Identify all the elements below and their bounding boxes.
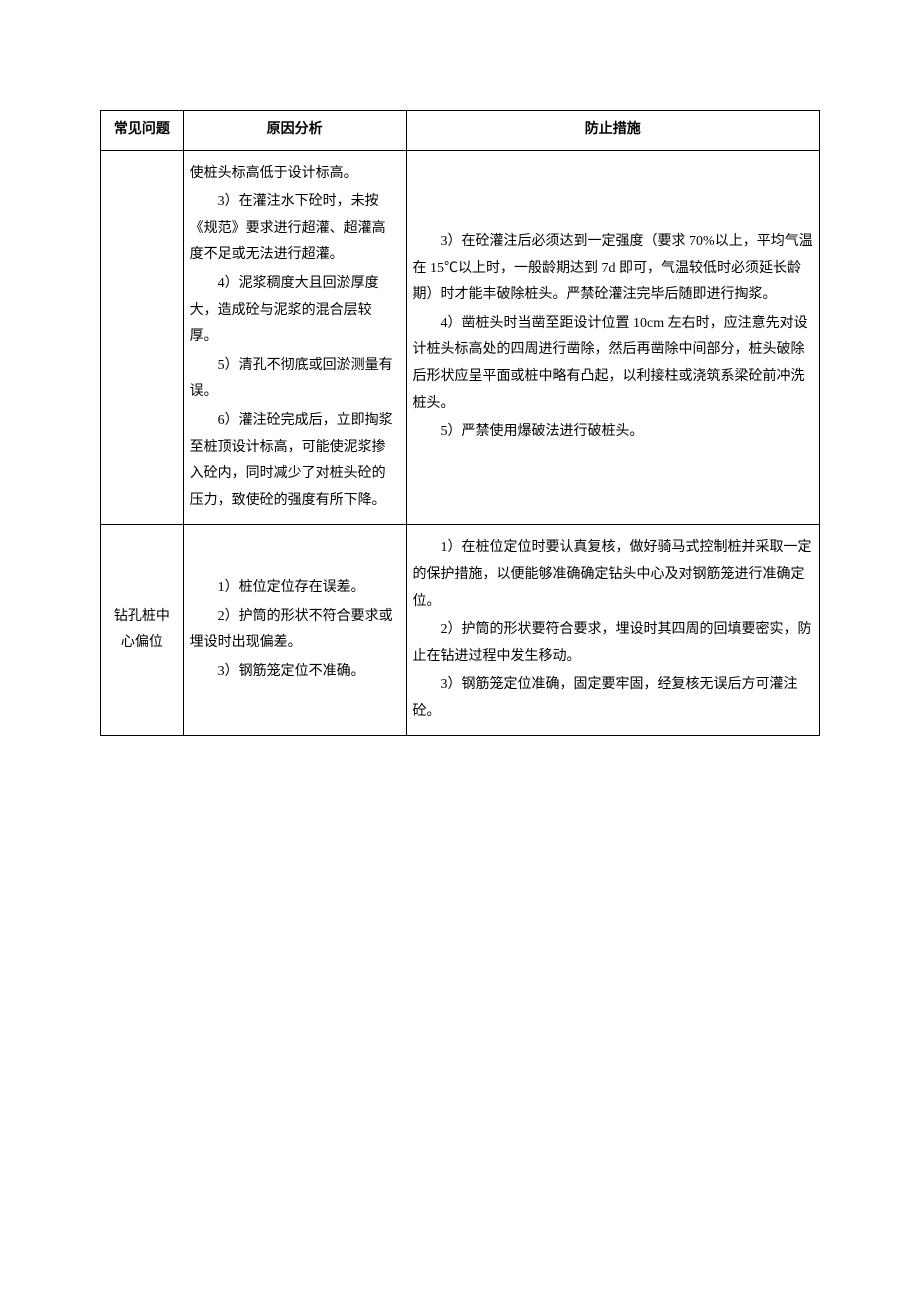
prevent-paragraph: 4）凿桩头时当凿至距设计位置 10cm 左右时，应注意先对设计桩头标高处的四周进…	[413, 311, 813, 417]
header-topic: 常见问题	[101, 111, 184, 151]
cause-paragraph: 4）泥浆稠度大且回淤厚度大，造成砼与泥浆的混合层较厚。	[190, 271, 400, 351]
header-cause: 原因分析	[183, 111, 406, 151]
cell-cause: 使桩头标高低于设计标高。3）在灌注水下砼时，未按《规范》要求进行超灌、超灌高度不…	[183, 150, 406, 525]
table-row: 使桩头标高低于设计标高。3）在灌注水下砼时，未按《规范》要求进行超灌、超灌高度不…	[101, 150, 820, 525]
prevent-paragraph: 2）护筒的形状要符合要求，埋设时其四周的回填要密实，防止在钻进过程中发生移动。	[413, 617, 813, 670]
prevent-paragraph: 5）严禁使用爆破法进行破桩头。	[413, 419, 813, 446]
cell-topic: 钻孔桩中心偏位	[101, 525, 184, 736]
cause-paragraph: 3）钢筋笼定位不准确。	[190, 659, 400, 686]
prevent-paragraph: 3）钢筋笼定位准确，固定要牢固，经复核无误后方可灌注砼。	[413, 672, 813, 725]
prevent-paragraph: 3）在砼灌注后必须达到一定强度（要求 70%以上，平均气温在 15℃以上时，一般…	[413, 229, 813, 309]
table-row: 钻孔桩中心偏位1）桩位定位存在误差。2）护筒的形状不符合要求或埋设时出现偏差。3…	[101, 525, 820, 736]
cause-paragraph: 5）清孔不彻底或回淤测量有误。	[190, 353, 400, 406]
cause-paragraph: 3）在灌注水下砼时，未按《规范》要求进行超灌、超灌高度不足或无法进行超灌。	[190, 189, 400, 269]
cause-paragraph: 6）灌注砼完成后，立即掏浆至桩顶设计标高，可能使泥浆掺入砼内，同时减少了对桩头砼…	[190, 408, 400, 514]
header-prevent: 防止措施	[406, 111, 819, 151]
table-header-row: 常见问题 原因分析 防止措施	[101, 111, 820, 151]
cause-paragraph: 1）桩位定位存在误差。	[190, 575, 400, 602]
problem-table: 常见问题 原因分析 防止措施 使桩头标高低于设计标高。3）在灌注水下砼时，未按《…	[100, 110, 820, 736]
cell-prevent: 3）在砼灌注后必须达到一定强度（要求 70%以上，平均气温在 15℃以上时，一般…	[406, 150, 819, 525]
cause-paragraph: 使桩头标高低于设计标高。	[190, 161, 400, 188]
cell-cause: 1）桩位定位存在误差。2）护筒的形状不符合要求或埋设时出现偏差。3）钢筋笼定位不…	[183, 525, 406, 736]
prevent-paragraph: 1）在桩位定位时要认真复核，做好骑马式控制桩并采取一定的保护措施，以便能够准确确…	[413, 535, 813, 615]
cell-prevent: 1）在桩位定位时要认真复核，做好骑马式控制桩并采取一定的保护措施，以便能够准确确…	[406, 525, 819, 736]
cell-topic	[101, 150, 184, 525]
cause-paragraph: 2）护筒的形状不符合要求或埋设时出现偏差。	[190, 604, 400, 657]
